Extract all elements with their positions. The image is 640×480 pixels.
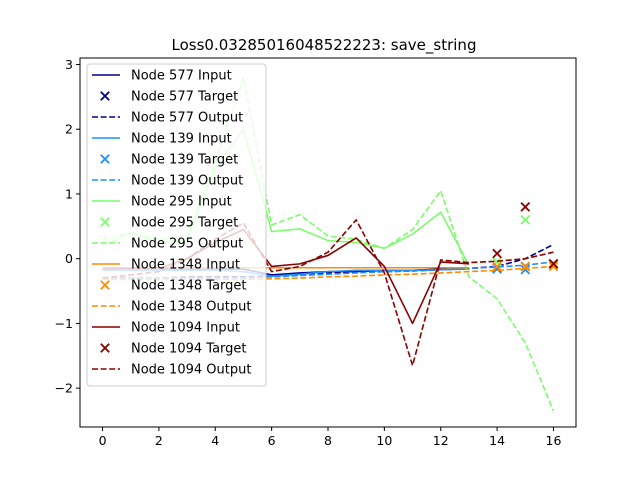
y-tick-label-3: 1 bbox=[65, 186, 73, 201]
node-1348-target-point-0-stroke-b bbox=[492, 261, 502, 272]
legend-label-node-1094-target: Node 1094 Target bbox=[131, 342, 247, 357]
legend-item-node-1094-output: Node 1094 Output bbox=[92, 363, 251, 378]
legend-label-node-139-input: Node 139 Input bbox=[131, 132, 232, 147]
legend-item-node-139-output: Node 139 Output bbox=[92, 174, 243, 189]
node-1094-target-point-2 bbox=[548, 259, 559, 269]
legend-label-node-295-output: Node 295 Output bbox=[131, 237, 243, 252]
node-295-target-point-1 bbox=[520, 215, 531, 225]
legend-marker-node-1094-target-stroke-b bbox=[100, 343, 110, 353]
node-577-output-line bbox=[102, 243, 554, 279]
y-tick-label-4: 2 bbox=[65, 122, 73, 137]
legend-marker-node-139-target bbox=[100, 154, 110, 164]
node-1094-target-point-1 bbox=[520, 202, 531, 212]
legend-marker-node-1348-target-stroke-b bbox=[100, 280, 110, 290]
legend-label-node-295-target: Node 295 Target bbox=[131, 216, 238, 231]
y-tick-label-5: 3 bbox=[65, 57, 73, 72]
legend-marker-node-577-target-stroke-b bbox=[100, 91, 110, 101]
node-1094-target-point-1-stroke-b bbox=[520, 202, 531, 212]
legend-item-node-139-target: Node 139 Target bbox=[100, 153, 238, 168]
chart-title: Loss0.03285016048522223: save_string bbox=[172, 36, 477, 55]
legend-marker-node-295-target-stroke-b bbox=[100, 217, 110, 227]
legend-label-node-1348-input: Node 1348 Input bbox=[131, 258, 240, 273]
y-tick-label-1: −1 bbox=[55, 316, 73, 331]
node-1094-target-point-0-stroke-b bbox=[492, 248, 502, 259]
node-295-target-point-2 bbox=[548, 260, 559, 270]
node-1348-target-point-2 bbox=[548, 261, 559, 272]
node-1094-target-point-0 bbox=[492, 248, 502, 259]
node-139-output-line bbox=[102, 261, 554, 279]
legend-box bbox=[86, 63, 267, 387]
legend-marker-node-139-target-stroke-b bbox=[100, 154, 110, 164]
x-tick-label-2: 2 bbox=[155, 433, 163, 448]
legend-item-node-1094-input: Node 1094 Input bbox=[92, 321, 240, 336]
node-295-output-line bbox=[102, 76, 555, 412]
x-tick-label-14: 14 bbox=[489, 433, 505, 448]
legend-item-node-1094-target: Node 1094 Target bbox=[100, 342, 247, 357]
x-tick-label-12: 12 bbox=[433, 433, 449, 448]
node-1348-output-line bbox=[102, 265, 554, 281]
legend-marker-node-1348-target bbox=[100, 280, 110, 290]
legend-item-node-295-output: Node 295 Output bbox=[92, 237, 243, 252]
node-1348-target-point-2-stroke-b bbox=[548, 261, 559, 272]
legend-label-node-1094-input: Node 1094 Input bbox=[131, 321, 240, 336]
legend-item-node-577-target: Node 577 Target bbox=[100, 90, 238, 105]
x-tick-label-16: 16 bbox=[546, 433, 562, 448]
legend-marker-node-295-target bbox=[100, 217, 110, 227]
legend-item-node-139-input: Node 139 Input bbox=[92, 132, 232, 147]
x-tick-label-10: 10 bbox=[376, 433, 392, 448]
x-tick-label-8: 8 bbox=[324, 433, 332, 448]
y-tick-label-0: −2 bbox=[55, 381, 73, 396]
node-1094-target-point-2-stroke-b bbox=[548, 259, 559, 269]
legend-marker-node-1094-target bbox=[100, 343, 110, 353]
legend-item-node-295-target: Node 295 Target bbox=[100, 216, 238, 231]
node-139-target-point-1 bbox=[520, 264, 531, 275]
legend-label-node-295-input: Node 295 Input bbox=[131, 195, 232, 210]
node-295-target-point-1-stroke-b bbox=[520, 215, 531, 225]
legend-marker-node-577-target bbox=[100, 91, 110, 101]
x-tick-label-6: 6 bbox=[268, 433, 276, 448]
node-295-target-point-2-stroke-b bbox=[548, 260, 559, 270]
x-tick-label-0: 0 bbox=[99, 433, 107, 448]
x-tick-label-4: 4 bbox=[211, 433, 219, 448]
legend-item-node-1348-input: Node 1348 Input bbox=[92, 258, 240, 273]
legend-label-node-1348-target: Node 1348 Target bbox=[131, 279, 247, 294]
legend-label-node-139-target: Node 139 Target bbox=[131, 153, 238, 168]
node-139-target-point-1-stroke-b bbox=[520, 264, 531, 275]
node-1348-target-point-1-stroke-b bbox=[520, 261, 531, 272]
legend-item-node-1348-output: Node 1348 Output bbox=[92, 300, 251, 315]
legend-label-node-577-target: Node 577 Target bbox=[131, 90, 238, 105]
legend-item-node-577-output: Node 577 Output bbox=[92, 111, 243, 126]
legend-label-node-139-output: Node 139 Output bbox=[131, 174, 243, 189]
y-tick-label-2: 0 bbox=[65, 251, 73, 266]
legend-label-node-577-input: Node 577 Input bbox=[131, 69, 232, 84]
node-1348-target-point-0 bbox=[492, 261, 502, 272]
legend-item-node-577-input: Node 577 Input bbox=[92, 69, 232, 84]
node-1348-target-point-1 bbox=[520, 261, 531, 272]
legend-label-node-577-output: Node 577 Output bbox=[131, 111, 243, 126]
legend-item-node-295-input: Node 295 Input bbox=[92, 195, 232, 210]
legend-label-node-1348-output: Node 1348 Output bbox=[131, 300, 251, 315]
legend: Node 577 Input Node 577 Target Node 577 Ou… bbox=[86, 63, 267, 387]
legend-item-node-1348-target: Node 1348 Target bbox=[100, 279, 247, 294]
legend-label-node-1094-output: Node 1094 Output bbox=[131, 363, 251, 378]
